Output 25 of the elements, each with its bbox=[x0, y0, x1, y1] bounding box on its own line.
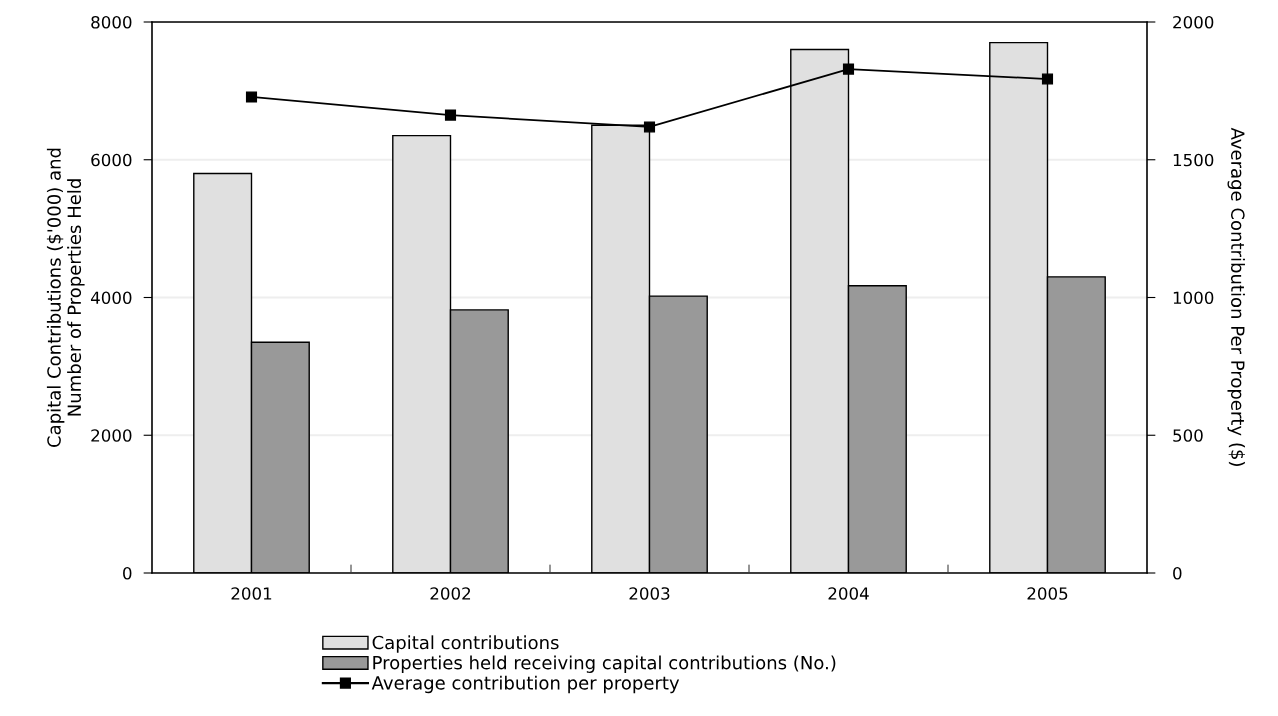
y2-tick-label: 0 bbox=[1173, 566, 1182, 580]
y2-tick-label: 500 bbox=[1173, 429, 1203, 442]
point bbox=[643, 121, 656, 133]
point bbox=[444, 109, 457, 121]
y-tick-label: 0 bbox=[123, 566, 132, 580]
y-tick-label: 8000 bbox=[91, 15, 132, 29]
legend-label: Properties held receiving capital contributions (No.) bbox=[373, 655, 836, 673]
y-tick-label: 6000 bbox=[91, 153, 132, 167]
y2-axis-title: Average Contribution Per Property ($) bbox=[1227, 127, 1245, 466]
x-tick-label: 2002 bbox=[430, 587, 471, 600]
x-tick-label: 2003 bbox=[629, 587, 670, 600]
y2-tick-label: 2000 bbox=[1173, 15, 1214, 29]
x-tick-label: 2001 bbox=[231, 587, 272, 600]
y-tick-label: 4000 bbox=[90, 291, 132, 305]
legend-label: Capital contributions bbox=[372, 635, 559, 653]
legend-label: Average contribution per property bbox=[371, 675, 680, 694]
x-tick-label: 2005 bbox=[1027, 587, 1068, 600]
point bbox=[245, 91, 258, 103]
x-tick-label: 2004 bbox=[828, 587, 869, 600]
y2-tick-label: 1000 bbox=[1173, 291, 1214, 305]
point bbox=[1041, 73, 1054, 85]
y2-tick-label: 1500 bbox=[1173, 153, 1214, 167]
y-tick-label: 2000 bbox=[91, 429, 132, 442]
point bbox=[842, 63, 855, 75]
y-axis-title: Capital Contributions ($'000) and Number of Properties Held bbox=[46, 148, 85, 447]
